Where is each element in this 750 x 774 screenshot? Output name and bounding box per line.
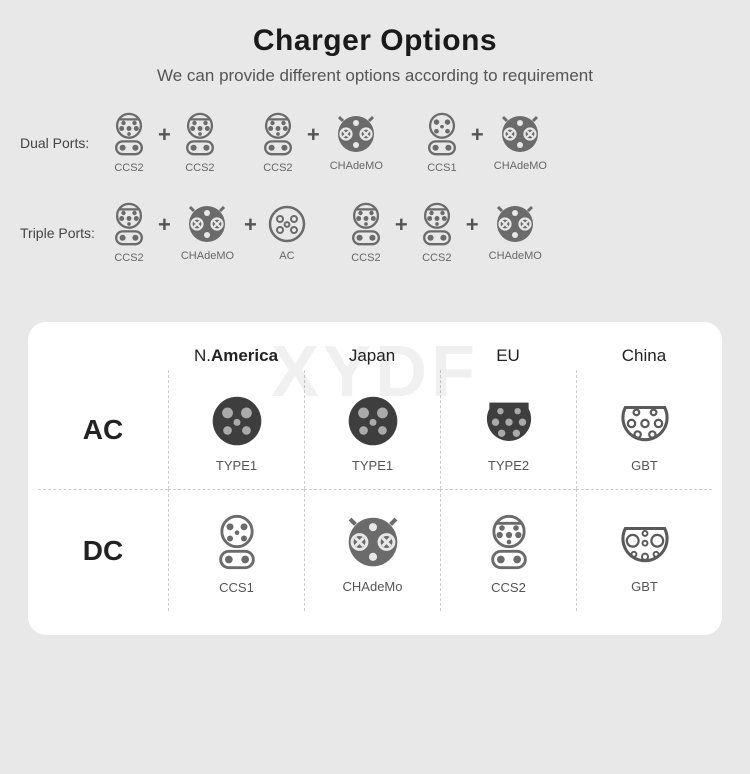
chademo-icon: [500, 114, 540, 154]
combo-item: CHAdeMO: [330, 114, 383, 172]
ccs1-icon: [423, 112, 461, 156]
plus-icon: +: [395, 212, 408, 254]
combo-item-label: CCS2: [114, 252, 143, 264]
row-label-dc: DC: [38, 489, 168, 611]
ac-icon: [267, 204, 307, 244]
page-title: Charger Options: [0, 24, 750, 58]
dual-ports-row: Dual Ports: CCS2 + CCS2 CCS2 + CHAdeMO CCS1 + CH…: [20, 112, 730, 174]
chademo-icon: [336, 114, 376, 154]
combo-item: CHAdeMO: [181, 204, 234, 262]
combo-item-label: CCS2: [351, 252, 380, 264]
chademo-icon: [346, 515, 400, 569]
port-combo: CCS2 + CCS2 + CHAdeMO: [347, 202, 542, 264]
combo-item-label: CHAdeMO: [330, 160, 383, 172]
combo-item-label: AC: [279, 250, 294, 262]
table-row-ac: AC TYPE1 TYPE1 TYPE2 GBT: [38, 370, 712, 489]
ccs2-icon: [259, 112, 297, 156]
cell-label: GBT: [631, 458, 658, 473]
ccs1-icon: [213, 514, 261, 570]
combo-item: CHAdeMO: [489, 204, 542, 262]
combo-item: CCS2: [259, 112, 297, 174]
region-header-namerica: N.America: [168, 346, 304, 370]
plus-icon: +: [244, 212, 257, 254]
ccs2-icon: [418, 202, 456, 246]
row-label-ac: AC: [38, 370, 168, 489]
region-table: N.AmericaJapanEUChina AC TYPE1 TYPE1 TYPE2 G…: [28, 322, 722, 635]
page-subtitle: We can provide different options accordi…: [0, 66, 750, 86]
combo-item: CCS2: [110, 202, 148, 264]
table-cell: TYPE2: [440, 370, 576, 489]
combo-item-label: CCS2: [422, 252, 451, 264]
dual-ports-label: Dual Ports:: [20, 135, 110, 151]
combo-item: CCS1: [423, 112, 461, 174]
type1-icon: [210, 394, 264, 448]
table-row-dc: DC CCS1 CHAdeMo CCS2 GBT: [38, 489, 712, 611]
combo-item-label: CHAdeMO: [181, 250, 234, 262]
table-cell: TYPE1: [168, 370, 304, 489]
gbt-icon: [618, 394, 672, 448]
combo-item-label: CCS2: [263, 162, 292, 174]
type1-icon: [346, 394, 400, 448]
port-combo: CCS2 + CHAdeMO: [259, 112, 383, 174]
combo-item: CHAdeMO: [494, 114, 547, 172]
triple-ports-label: Triple Ports:: [20, 225, 110, 241]
table-cell: GBT: [576, 489, 712, 611]
cell-label: TYPE1: [216, 458, 257, 473]
combo-item-label: CHAdeMO: [494, 160, 547, 172]
combo-item: CCS2: [347, 202, 385, 264]
plus-icon: +: [307, 122, 320, 164]
combo-item: CCS2: [418, 202, 456, 264]
region-header-eu: EU: [440, 346, 576, 370]
table-cell: CCS2: [440, 489, 576, 611]
combo-item-label: CCS1: [427, 162, 456, 174]
combo-item: CCS2: [110, 112, 148, 174]
region-header-china: China: [576, 346, 712, 370]
cell-label: CCS2: [491, 580, 526, 595]
combo-item: CCS2: [181, 112, 219, 174]
cell-label: CHAdeMo: [343, 579, 403, 594]
port-combo: CCS1 + CHAdeMO: [423, 112, 547, 174]
table-cell: TYPE1: [304, 370, 440, 489]
port-combo: CCS2 + CCS2: [110, 112, 219, 174]
cell-label: TYPE2: [488, 458, 529, 473]
type2-icon: [482, 394, 536, 448]
plus-icon: +: [158, 212, 171, 254]
cell-label: TYPE1: [352, 458, 393, 473]
triple-ports-row: Triple Ports: CCS2+CHAdeMO+ACCCS2+CCS2+C…: [20, 202, 730, 264]
ccs2-icon: [485, 514, 533, 570]
header: Charger Options We can provide different…: [0, 0, 750, 102]
ccs2-icon: [347, 202, 385, 246]
table-cell: CCS1: [168, 489, 304, 611]
cell-label: CCS1: [219, 580, 254, 595]
ccs2-icon: [181, 112, 219, 156]
combo-item-label: CCS2: [114, 162, 143, 174]
table-cell: CHAdeMo: [304, 489, 440, 611]
ports-section: Dual Ports: CCS2 + CCS2 CCS2 + CHAdeMO CCS1 + CH…: [0, 102, 750, 322]
chademo-icon: [187, 204, 227, 244]
plus-icon: +: [466, 212, 479, 254]
region-header-japan: Japan: [304, 346, 440, 370]
port-combo: CCS2 + CHAdeMO + AC: [110, 202, 307, 264]
plus-icon: +: [158, 122, 171, 164]
combo-item: AC: [267, 204, 307, 262]
combo-item-label: CCS2: [185, 162, 214, 174]
chademo-icon: [495, 204, 535, 244]
cell-label: GBT: [631, 579, 658, 594]
plus-icon: +: [471, 122, 484, 164]
gbt-dc-icon: [618, 515, 672, 569]
table-cell: GBT: [576, 370, 712, 489]
ccs2-icon: [110, 112, 148, 156]
ccs2-icon: [110, 202, 148, 246]
combo-item-label: CHAdeMO: [489, 250, 542, 262]
